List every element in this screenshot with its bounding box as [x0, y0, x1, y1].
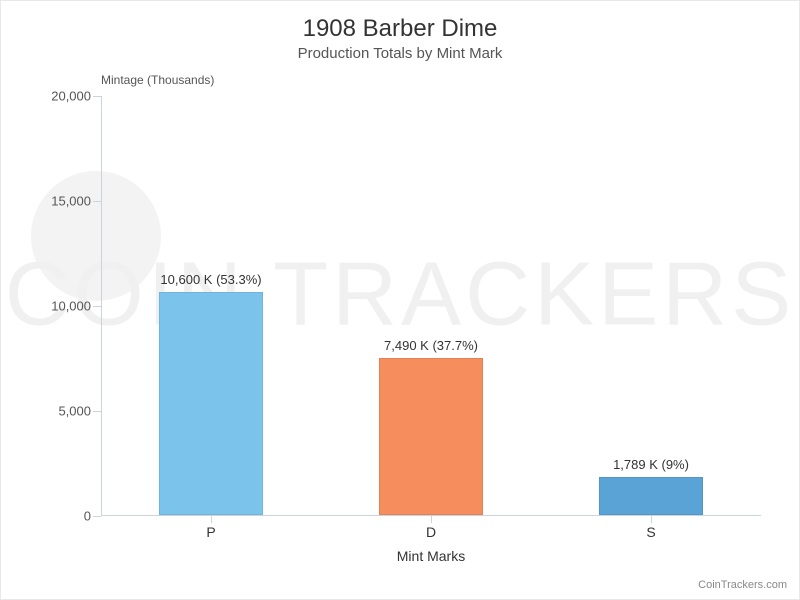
- bar-value-label: 7,490 K (37.7%): [384, 338, 478, 359]
- x-tick: [651, 516, 652, 523]
- credit-label: CoinTrackers.com: [698, 579, 787, 591]
- y-tick-label: 0: [84, 509, 91, 524]
- y-axis-title: Mintage (Thousands): [101, 73, 214, 87]
- y-tick: [93, 306, 101, 307]
- x-category-label: S: [646, 524, 655, 540]
- y-tick-label: 15,000: [51, 194, 91, 209]
- y-tick-label: 10,000: [51, 299, 91, 314]
- x-tick: [431, 516, 432, 523]
- y-tick-label: 20,000: [51, 89, 91, 104]
- y-tick: [93, 96, 101, 97]
- chart-subtitle: Production Totals by Mint Mark: [1, 45, 799, 62]
- x-tick: [211, 516, 212, 523]
- bar-S: [599, 477, 702, 515]
- y-axis-line: [101, 96, 102, 516]
- x-axis-title: Mint Marks: [397, 548, 465, 564]
- y-tick: [93, 516, 101, 517]
- plot-area: Mint Marks 05,00010,00015,00020,00010,60…: [101, 96, 761, 516]
- chart-titles: 1908 Barber Dime Production Totals by Mi…: [1, 1, 799, 62]
- bar-value-label: 10,600 K (53.3%): [160, 272, 261, 293]
- y-tick: [93, 411, 101, 412]
- bar-D: [379, 358, 482, 515]
- chart-container: COIN TRACKERS 1908 Barber Dime Productio…: [0, 0, 800, 600]
- bar-P: [159, 292, 262, 515]
- chart-title: 1908 Barber Dime: [1, 15, 799, 43]
- y-tick-label: 5,000: [58, 404, 91, 419]
- y-tick: [93, 201, 101, 202]
- x-category-label: D: [426, 524, 436, 540]
- bar-value-label: 1,789 K (9%): [613, 457, 689, 478]
- x-category-label: P: [206, 524, 215, 540]
